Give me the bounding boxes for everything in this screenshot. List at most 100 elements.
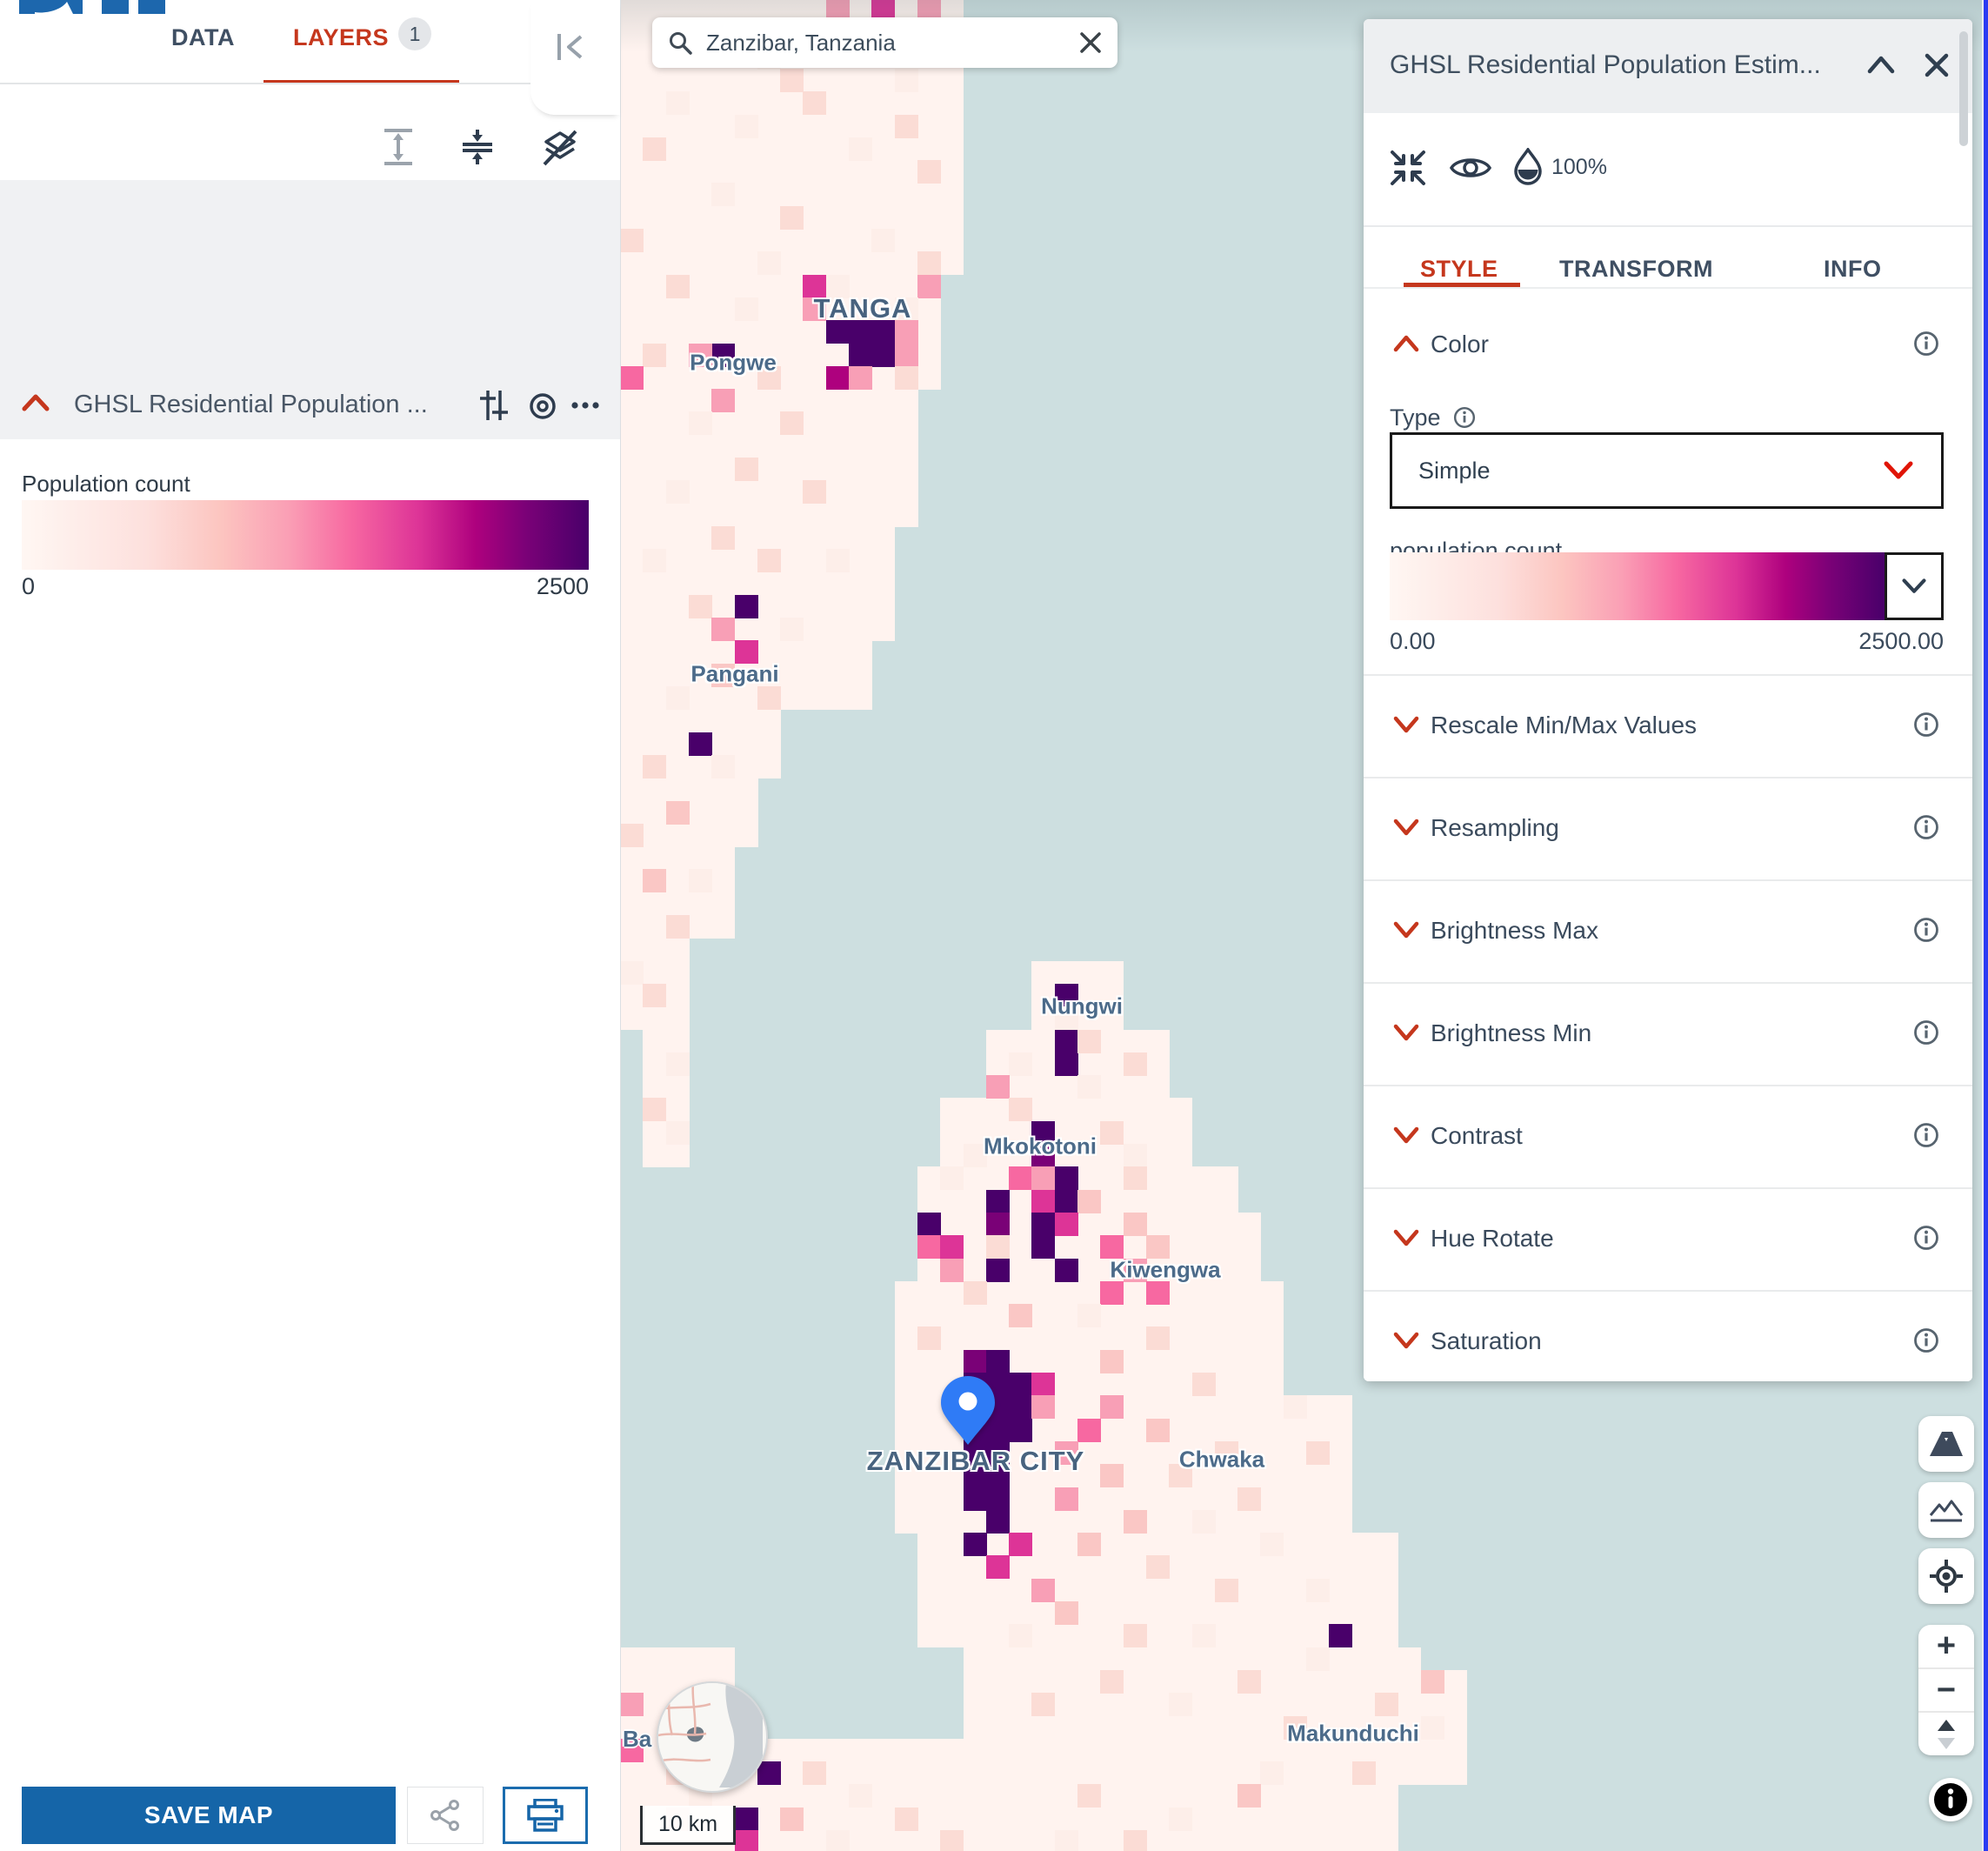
tab-transform[interactable]: TRANSFORM	[1559, 256, 1713, 282]
shrink-panel-icon[interactable]	[1390, 150, 1426, 186]
tab-layers[interactable]: LAYERS	[293, 24, 390, 50]
panel-close-icon[interactable]	[1924, 52, 1950, 78]
raster-cell	[803, 274, 827, 298]
raster-cell	[894, 320, 918, 344]
globe-inset-minimap[interactable]	[657, 1681, 768, 1793]
share-icon	[430, 1800, 459, 1831]
info-icon[interactable]	[1913, 1019, 1939, 1046]
raster-cell	[1351, 1761, 1376, 1786]
raster-cell	[1283, 1395, 1307, 1420]
raster-cell	[917, 160, 941, 184]
raster-cell	[825, 320, 850, 344]
search-bar[interactable]	[652, 17, 1117, 68]
expand-vertical-icon[interactable]	[383, 128, 414, 166]
section-expand-chevron-icon[interactable]	[1393, 921, 1419, 939]
save-map-button[interactable]: SAVE MAP	[22, 1787, 396, 1844]
section-label: Brightness Min	[1431, 1019, 1592, 1046]
raster-cell	[1145, 1280, 1170, 1305]
raster-cell	[688, 411, 712, 436]
raster-cell	[1123, 1509, 1147, 1534]
style-section-saturation[interactable]: Saturation	[1364, 1290, 1972, 1381]
layer-more-options-icon[interactable]	[570, 401, 600, 410]
raster-cell	[1031, 1189, 1056, 1213]
info-icon[interactable]	[1913, 331, 1939, 357]
zoom-out-button[interactable]: −	[1918, 1667, 1974, 1712]
section-expand-chevron-icon[interactable]	[1393, 1126, 1419, 1145]
info-icon[interactable]	[1913, 1122, 1939, 1148]
raster-cell	[643, 754, 667, 778]
share-button[interactable]	[407, 1787, 484, 1844]
section-collapse-chevron-icon[interactable]	[1393, 334, 1419, 352]
layer-row[interactable]: GHSL Residential Population ...	[0, 378, 620, 434]
raster-cell	[985, 1418, 1010, 1442]
color-section-header[interactable]: Color	[1364, 306, 1972, 384]
raster-cell	[1100, 1120, 1124, 1145]
style-section-hue-rotate[interactable]: Hue Rotate	[1364, 1187, 1972, 1290]
section-expand-chevron-icon[interactable]	[1393, 1332, 1419, 1350]
map-attribution-info-button[interactable]	[1929, 1778, 1972, 1821]
collapse-sidebar-button[interactable]	[551, 30, 590, 64]
raster-land	[620, 389, 918, 527]
style-section-brightness-max[interactable]: Brightness Max	[1364, 879, 1972, 982]
info-icon[interactable]	[1913, 814, 1939, 840]
raster-cell	[1054, 1052, 1078, 1076]
chevron-down-icon	[1884, 461, 1913, 479]
style-section-resampling[interactable]: Resampling	[1364, 777, 1972, 879]
panel-collapse-chevron-icon[interactable]	[1866, 54, 1896, 75]
raster-cell	[688, 869, 712, 893]
layer-visibility-eye-icon[interactable]	[1449, 153, 1492, 183]
zoom-in-button[interactable]: +	[1936, 1627, 1957, 1664]
raster-cell	[1191, 1509, 1216, 1534]
style-section-contrast[interactable]: Contrast	[1364, 1085, 1972, 1187]
raster-cell	[620, 960, 644, 985]
raster-cell	[871, 320, 896, 344]
section-expand-chevron-icon[interactable]	[1393, 1024, 1419, 1042]
info-icon[interactable]	[1913, 917, 1939, 943]
info-icon[interactable]	[1913, 1225, 1939, 1251]
clear-search-icon[interactable]	[1079, 31, 1102, 54]
tab-info[interactable]: INFO	[1824, 256, 1882, 282]
layer-settings-sliders-icon[interactable]	[478, 389, 510, 422]
raster-cell	[963, 1464, 987, 1488]
raster-cell	[894, 68, 918, 92]
raster-cell	[1123, 1144, 1147, 1168]
color-type-select[interactable]: Simple	[1390, 432, 1944, 509]
raster-cell	[849, 343, 873, 367]
raster-cell	[985, 1440, 1010, 1465]
raster-cell	[665, 1120, 690, 1145]
tab-data[interactable]: DATA	[171, 24, 235, 50]
info-icon[interactable]	[1913, 712, 1939, 738]
legend-title: Population count	[22, 471, 190, 497]
opacity-droplet-icon[interactable]	[1513, 148, 1543, 186]
style-section-brightness-min[interactable]: Brightness Min	[1364, 982, 1972, 1085]
raster-cell	[1169, 1693, 1193, 1717]
section-expand-chevron-icon[interactable]	[1393, 716, 1419, 734]
layer-collapse-chevron-icon[interactable]	[22, 392, 50, 411]
raster-cell	[1054, 1006, 1078, 1031]
section-expand-chevron-icon[interactable]	[1393, 1229, 1419, 1247]
search-icon	[670, 32, 692, 55]
app-logo-mark-1	[19, 0, 83, 14]
panel-scrollbar[interactable]	[1959, 31, 1968, 146]
raster-cell	[1191, 1373, 1216, 1397]
collapse-vertical-icon[interactable]	[461, 128, 494, 166]
tilt-control[interactable]	[1918, 1711, 1974, 1755]
color-ramp-dropdown[interactable]	[1885, 552, 1944, 620]
section-expand-chevron-icon[interactable]	[1393, 819, 1419, 837]
info-icon[interactable]	[1453, 406, 1476, 429]
terrain-3d-button[interactable]	[1918, 1416, 1974, 1472]
basemap-off-icon[interactable]	[541, 128, 579, 166]
search-input[interactable]	[704, 28, 1079, 57]
style-section-rescale-min-max-values[interactable]: Rescale Min/Max Values	[1364, 674, 1972, 777]
zoom-controls[interactable]: + −	[1918, 1625, 1974, 1755]
print-button[interactable]	[503, 1787, 588, 1844]
raster-cell	[734, 594, 758, 618]
raster-cell	[620, 229, 644, 253]
layer-visibility-icon[interactable]	[529, 392, 557, 420]
raster-cell	[1031, 1693, 1056, 1717]
elevation-profile-button[interactable]	[1918, 1482, 1974, 1538]
info-icon[interactable]	[1913, 1327, 1939, 1353]
tab-style[interactable]: STYLE	[1420, 256, 1498, 282]
color-ramp-preview[interactable]	[1390, 552, 1885, 620]
locate-me-button[interactable]	[1918, 1548, 1974, 1604]
